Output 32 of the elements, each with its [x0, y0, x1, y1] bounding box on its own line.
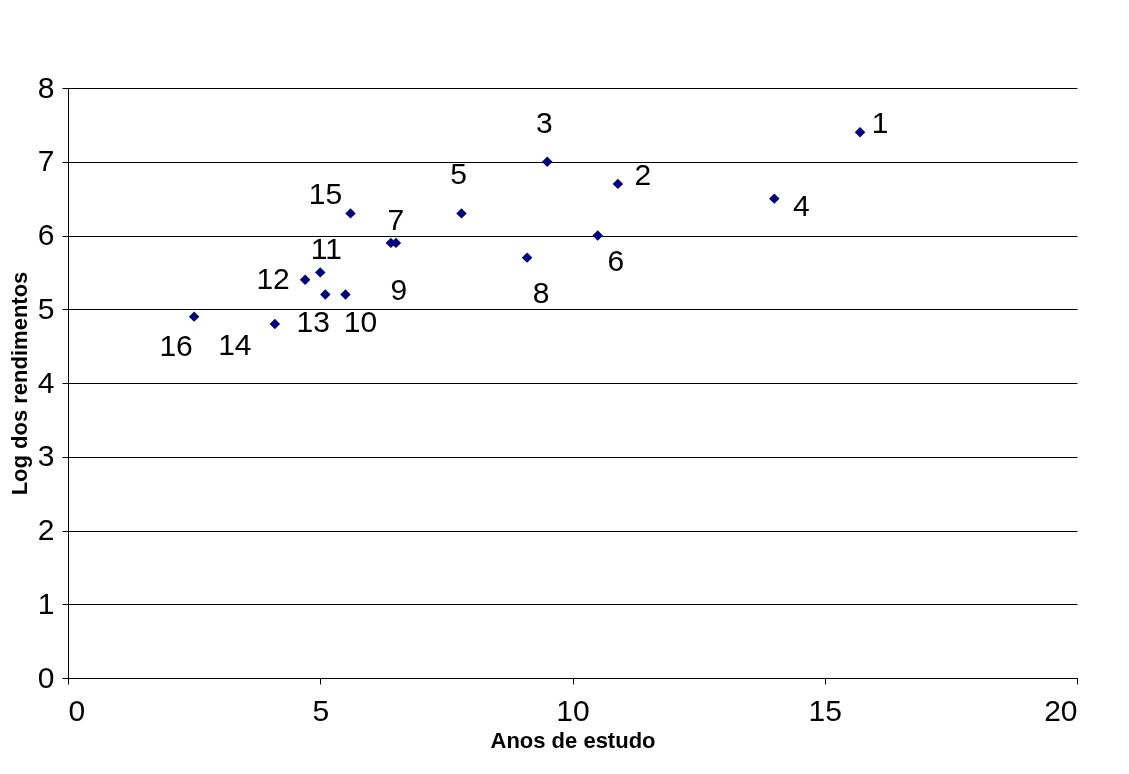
y-tick-label: 6: [37, 218, 55, 251]
annotation: 8: [532, 275, 550, 309]
annotation: 5: [450, 157, 467, 191]
annotation: 16: [159, 328, 193, 362]
annotation: 7: [387, 202, 405, 236]
y-tick-label: 4: [37, 365, 55, 399]
y-tick-label: 0: [37, 660, 55, 694]
annotation: 10: [343, 304, 378, 338]
y-axis-title: Log dos rendimentos: [6, 271, 32, 496]
annotation: 6: [607, 243, 625, 277]
x-tick-label: 5: [312, 693, 330, 727]
y-tick-label: 1: [37, 586, 55, 620]
annotation: 2: [634, 157, 652, 191]
y-tick-label: 7: [37, 144, 55, 178]
annotation: 15: [308, 177, 343, 211]
annotation: 14: [218, 328, 252, 361]
annotation: 13: [296, 304, 330, 338]
x-tick-label: 10: [556, 693, 590, 727]
x-tick-label: 20: [1044, 693, 1078, 727]
annotation: 9: [390, 272, 408, 306]
y-tick-label: 5: [37, 291, 55, 325]
y-tick-label: 8: [37, 70, 55, 104]
annotation: 4: [792, 188, 810, 222]
x-axis-title: Anos de estudo: [490, 727, 656, 753]
y-tick-label: 2: [37, 513, 55, 546]
x-tick-label: 15: [808, 693, 842, 727]
annotation: 12: [256, 261, 290, 295]
y-tick-label: 3: [37, 439, 55, 473]
annotation: 3: [535, 105, 553, 139]
x-tick-label: 0: [68, 693, 86, 727]
annotation: 1: [871, 106, 889, 140]
annotation: 11: [310, 232, 342, 266]
